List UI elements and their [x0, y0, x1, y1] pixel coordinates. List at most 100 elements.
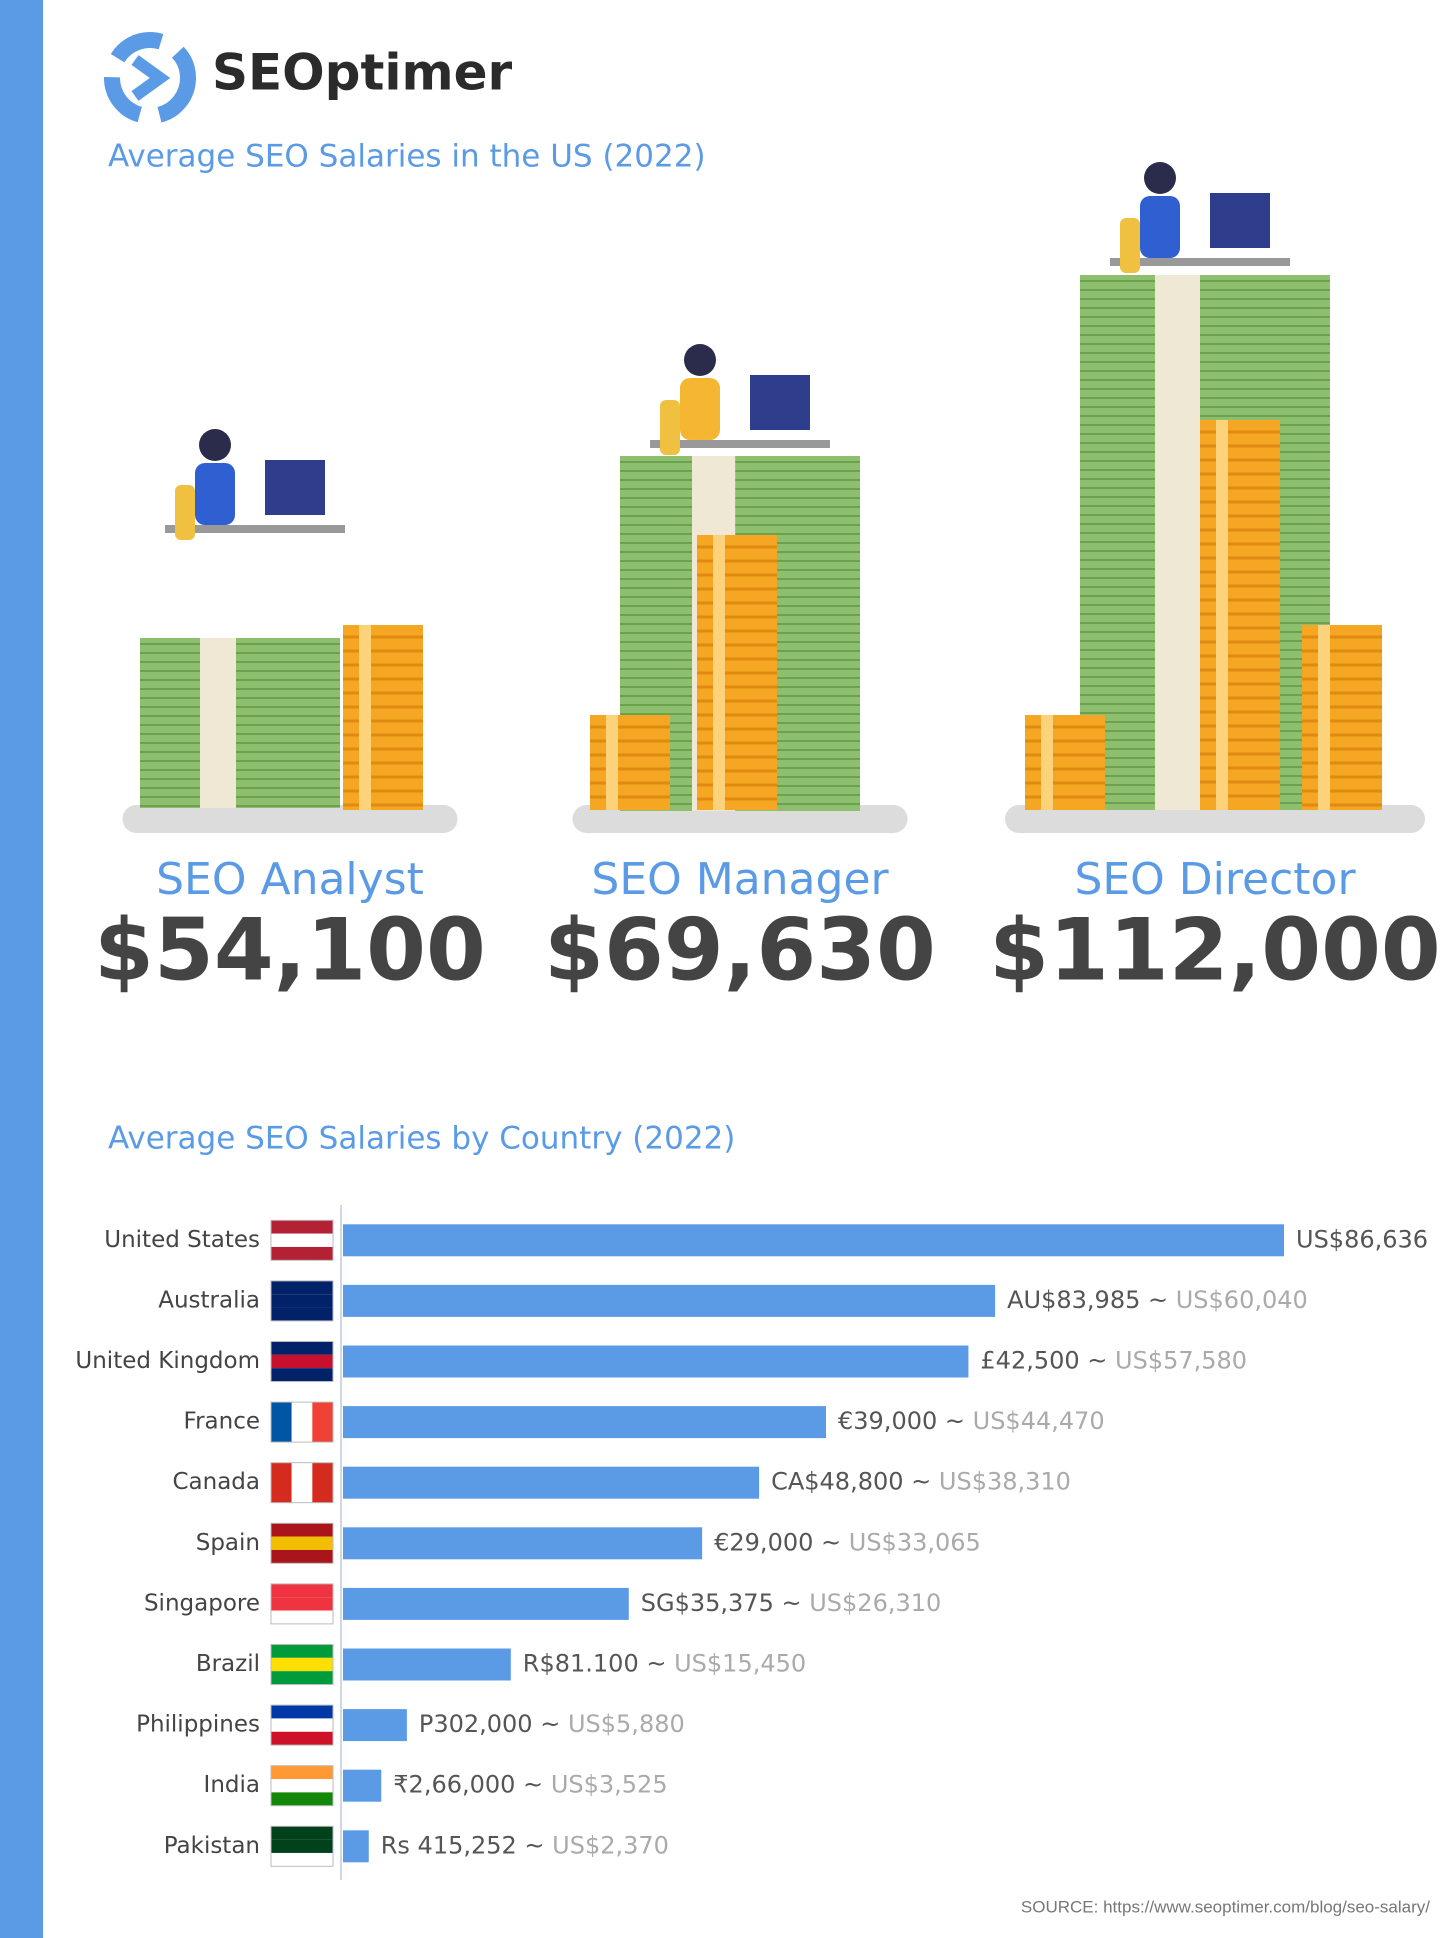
desk	[650, 440, 830, 448]
value-label-group: US$86,636	[1296, 1225, 1428, 1253]
bar	[343, 1587, 629, 1620]
bar	[343, 1345, 969, 1378]
flag-stripe	[271, 1610, 333, 1624]
bar	[343, 1527, 703, 1560]
coin-stack	[343, 625, 423, 810]
side-stripe	[0, 0, 43, 1938]
flag-stripe	[271, 1657, 333, 1672]
coin-shine	[1041, 715, 1053, 810]
coin-shine	[1318, 625, 1330, 810]
category-label: Philippines	[136, 1712, 260, 1738]
bar	[343, 1224, 1284, 1257]
flag-stripe	[271, 1341, 333, 1355]
value-label: US$44,470	[973, 1407, 1105, 1435]
flag-border	[270, 1583, 334, 1625]
base	[572, 805, 908, 833]
source: SOURCE: https://www.seoptimer.com/blog/s…	[1021, 1897, 1430, 1916]
flag-stripe	[271, 1765, 333, 1780]
logo-icon	[104, 32, 196, 124]
illustrations	[122, 162, 1425, 833]
value-label: US$2,370	[552, 1831, 669, 1859]
bar	[343, 1830, 369, 1863]
monitor	[750, 375, 810, 430]
job-salary: $69,630	[544, 900, 936, 1000]
bar	[343, 1709, 407, 1742]
local-label: CA$48,800 ~	[771, 1468, 931, 1496]
local-label: AU$83,985 ~	[1007, 1286, 1168, 1314]
monitor	[1210, 193, 1270, 248]
person-head	[684, 344, 716, 376]
value-label: US$26,310	[809, 1589, 941, 1617]
bar	[343, 1466, 760, 1499]
person-body	[1140, 196, 1180, 258]
flag-stripe	[271, 1233, 333, 1247]
flag-stripe	[291, 1462, 313, 1503]
value-label: US$86,636	[1296, 1225, 1428, 1253]
value-label-group: €29,000 ~ US$33,065	[714, 1528, 981, 1556]
flag-stripe	[271, 1402, 292, 1443]
base	[1005, 805, 1425, 833]
bar-chart: United States US$86,636 Australia AU$83,985…	[75, 1219, 1428, 1867]
value-label-group: Rs 415,252 ~ US$2,370	[381, 1831, 669, 1859]
flag-stripe	[271, 1246, 333, 1261]
flag-stripe	[271, 1779, 333, 1793]
base	[122, 805, 458, 833]
value-label-group: €39,000 ~ US$44,470	[838, 1407, 1105, 1435]
value-label: US$5,880	[568, 1710, 685, 1738]
chart-title: Average SEO Salaries by Country (2022)	[108, 1121, 735, 1157]
flag-stripe	[291, 1402, 313, 1443]
value-label: US$57,580	[1115, 1347, 1247, 1375]
chair	[1120, 218, 1140, 273]
category-label: United Kingdom	[75, 1348, 260, 1374]
flag-stripe	[271, 1826, 333, 1840]
category-label: India	[204, 1772, 260, 1798]
flag-stripe	[271, 1294, 333, 1308]
category-label: Canada	[172, 1469, 260, 1495]
coin-shine	[359, 625, 371, 810]
flag-stripe	[271, 1839, 333, 1853]
flag-border	[270, 1280, 334, 1322]
flag-stripe	[271, 1354, 333, 1369]
flag-stripe	[271, 1852, 333, 1867]
flag-stripe	[271, 1731, 333, 1746]
flag-stripe	[312, 1402, 333, 1443]
flag-stripe	[271, 1583, 333, 1598]
value-label-group: AU$83,985 ~ US$60,040	[1007, 1286, 1308, 1314]
coin-stack	[590, 715, 670, 810]
flag-stripe	[271, 1644, 333, 1658]
coin-shine	[606, 715, 618, 810]
local-label: £42,500 ~	[980, 1347, 1107, 1375]
flag-border	[270, 1644, 334, 1685]
bar	[343, 1284, 996, 1317]
flag-border	[270, 1704, 334, 1746]
value-label: US$15,450	[674, 1650, 806, 1678]
coin-shine	[1216, 420, 1228, 810]
value-label: US$60,040	[1176, 1286, 1308, 1314]
money-band	[200, 638, 236, 808]
flag-border	[270, 1522, 334, 1564]
flag-border	[270, 1825, 334, 1867]
page-title: Average SEO Salaries in the US (2022)	[108, 139, 706, 175]
monitor	[265, 460, 325, 515]
flag-stripe	[271, 1549, 333, 1564]
person-body	[680, 378, 720, 440]
local-label: €39,000 ~	[838, 1407, 965, 1435]
flag-stripe	[271, 1792, 333, 1806]
coin-shine	[713, 535, 725, 810]
desk	[1110, 258, 1290, 266]
flag-stripe	[271, 1462, 292, 1503]
flag-border	[270, 1341, 334, 1382]
local-label: R$81.100 ~	[523, 1650, 667, 1678]
person-head	[1144, 162, 1176, 194]
value-label: US$3,525	[551, 1771, 668, 1799]
flag-stripe	[271, 1280, 333, 1295]
value-label: US$33,065	[849, 1528, 981, 1556]
coin-stack	[1302, 625, 1382, 810]
flag-stripe	[312, 1462, 333, 1503]
flag-border	[270, 1219, 334, 1261]
local-label: Rs 415,252 ~	[381, 1831, 545, 1859]
value-label: US$38,310	[939, 1468, 1071, 1496]
category-label: Singapore	[144, 1590, 260, 1616]
value-label-group: £42,500 ~ US$57,580	[980, 1347, 1247, 1375]
bar	[343, 1406, 827, 1439]
